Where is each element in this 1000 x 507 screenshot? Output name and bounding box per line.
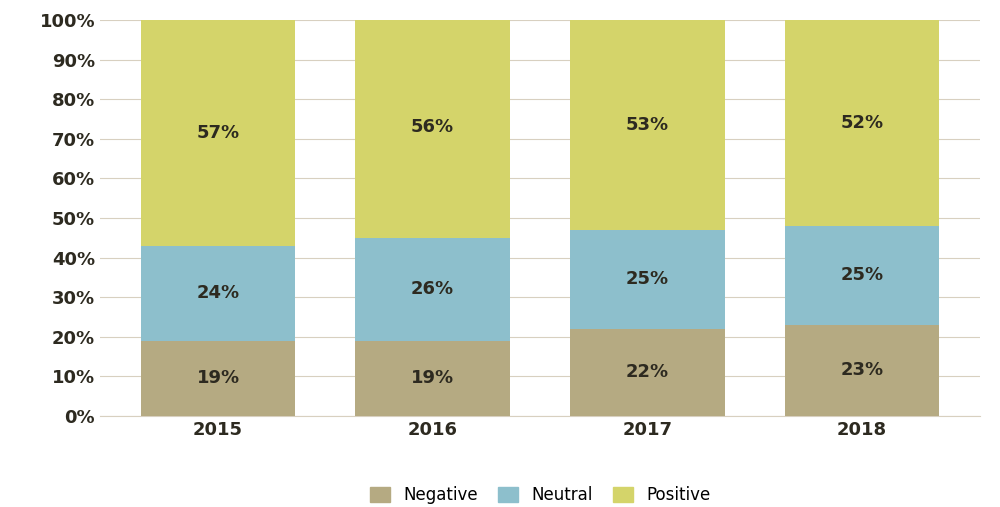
Bar (570, 230, 725, 329)
Text: 24%: 24% (196, 284, 240, 302)
Bar (785, 20, 939, 226)
Text: 52%: 52% (840, 114, 884, 132)
Text: 19%: 19% (196, 369, 240, 387)
Bar (570, 329, 725, 416)
Bar (141, 20, 295, 246)
Bar (785, 325, 939, 416)
Text: 56%: 56% (411, 118, 454, 136)
Text: 19%: 19% (411, 369, 454, 387)
Text: 25%: 25% (840, 266, 884, 284)
Text: 25%: 25% (626, 270, 669, 288)
Text: 53%: 53% (626, 116, 669, 134)
Bar (355, 16, 510, 238)
Bar (570, 20, 725, 230)
Text: 26%: 26% (411, 280, 454, 298)
Bar (785, 226, 939, 325)
Bar (355, 238, 510, 341)
Text: 23%: 23% (840, 361, 884, 379)
Bar (141, 341, 295, 416)
Bar (355, 341, 510, 416)
Legend: Negative, Neutral, Positive: Negative, Neutral, Positive (363, 480, 717, 507)
Text: 57%: 57% (196, 124, 240, 142)
Text: 22%: 22% (626, 363, 669, 381)
Bar (141, 246, 295, 341)
